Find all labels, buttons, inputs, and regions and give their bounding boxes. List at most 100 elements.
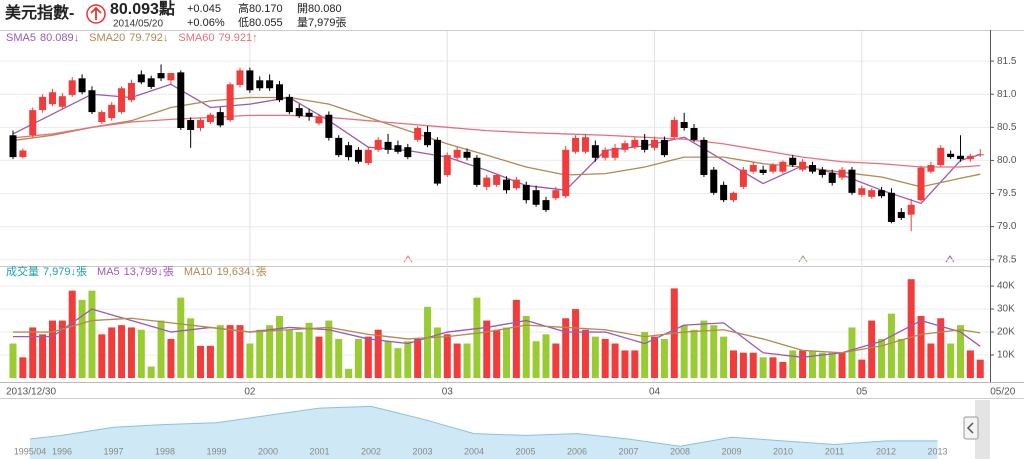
volume-bar: [187, 318, 195, 378]
candle-body: [799, 161, 807, 170]
candle-body: [118, 88, 126, 113]
volume-bar: [808, 350, 816, 378]
legend-value: 7,979: [43, 266, 71, 278]
x-tick-label: 04: [649, 387, 661, 398]
volume-bar: [868, 320, 876, 378]
candle-body: [236, 70, 244, 85]
volume-bar: [453, 343, 461, 378]
y-tick-label: 79.5: [997, 188, 1017, 199]
volume-bar: [769, 357, 777, 378]
volume-bar: [197, 345, 205, 378]
volume-bar: [127, 327, 135, 378]
change: +0.045: [187, 3, 221, 15]
legend-trend: ↓: [74, 32, 80, 44]
candle-body: [660, 139, 668, 156]
candle-body: [345, 145, 353, 158]
candle-body: [739, 169, 747, 187]
candle-body: [927, 165, 935, 172]
legend-trend: ↓: [250, 266, 256, 278]
volume-bar: [878, 338, 886, 378]
volume-bar: [216, 325, 224, 378]
candle-body: [19, 150, 27, 158]
overview-label: 1996: [52, 446, 72, 456]
candle-body: [127, 82, 135, 101]
volume-bar: [522, 315, 530, 378]
candle-body: [651, 139, 659, 148]
x-tick-label: 03: [442, 387, 454, 398]
volume-bar: [641, 332, 649, 378]
volume-bar: [137, 329, 145, 378]
volume-bar: [858, 359, 866, 378]
candle-body: [512, 179, 520, 189]
legend-trend: ↓: [163, 32, 169, 44]
candle-body: [878, 190, 886, 197]
volume-bar: [345, 368, 353, 378]
candle-body: [976, 154, 984, 156]
overview-handle[interactable]: [975, 400, 990, 459]
volume-bar: [759, 357, 767, 378]
legend-value: 80.089: [40, 32, 74, 44]
candle-body: [473, 157, 481, 185]
candle-body: [88, 90, 96, 113]
volume-bar: [48, 320, 56, 378]
candle-body: [789, 157, 797, 166]
candle-body: [848, 169, 856, 193]
overview-label: 2007: [618, 446, 638, 456]
candle-body: [295, 108, 303, 117]
candle-body: [433, 139, 441, 184]
candle-body: [631, 139, 639, 148]
volume-bar: [789, 350, 797, 378]
legend-name: MA5: [97, 266, 120, 278]
moving-average-line: [13, 317, 981, 354]
overview-label: 2012: [876, 446, 896, 456]
candle-body: [838, 169, 846, 178]
candle-body: [206, 114, 214, 123]
overview-label: 2004: [464, 446, 484, 456]
volume-bar: [493, 329, 501, 378]
candle-body: [730, 192, 738, 201]
candle-body: [759, 169, 767, 173]
candle-body: [354, 149, 362, 162]
overview-label: 2000: [258, 446, 278, 456]
candle-body: [453, 149, 461, 158]
volume-bar: [700, 320, 708, 378]
candle-body: [887, 192, 895, 222]
volume-bar: [424, 306, 432, 378]
overview-label: 2001: [309, 446, 329, 456]
volume-bar: [206, 345, 214, 378]
candle-body: [779, 161, 787, 172]
volume-bar: [354, 338, 362, 378]
volume-bar: [749, 352, 757, 378]
legend-name: 成交量: [6, 264, 39, 278]
volume-bar: [799, 350, 807, 378]
volume-bar: [463, 343, 471, 378]
candle-body: [611, 147, 619, 158]
candle-body: [187, 120, 195, 130]
candle-body: [858, 188, 866, 195]
candle-body: [897, 212, 905, 219]
candle-body: [957, 155, 965, 160]
candle-body: [414, 127, 422, 140]
legend-unit: 張: [256, 265, 267, 278]
candle-body: [285, 96, 293, 113]
volume-bar: [690, 329, 698, 378]
scroll-button[interactable]: [963, 416, 979, 440]
candle-body: [216, 112, 224, 126]
volume-bar: [236, 325, 244, 378]
volume-bar: [9, 343, 17, 378]
candle-body: [147, 78, 155, 87]
volume-bar: [828, 352, 836, 378]
overview-label: 2009: [721, 446, 741, 456]
volume-bar: [118, 325, 126, 378]
volume-bar: [818, 352, 826, 378]
volume-bar: [364, 336, 372, 378]
volume-bar: [581, 329, 589, 378]
candle-body: [680, 122, 688, 128]
volume-bar: [266, 325, 274, 378]
volume-bar: [976, 359, 984, 378]
candle-body: [384, 141, 392, 150]
volume-bar: [295, 332, 303, 378]
volume-bar: [394, 348, 402, 378]
